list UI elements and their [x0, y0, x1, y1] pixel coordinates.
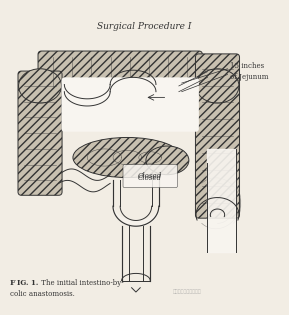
Text: F: F — [10, 279, 16, 287]
FancyBboxPatch shape — [195, 54, 240, 218]
Text: Closed: Closed — [138, 174, 162, 181]
FancyBboxPatch shape — [123, 165, 177, 187]
Ellipse shape — [73, 137, 182, 178]
FancyBboxPatch shape — [18, 71, 62, 195]
Text: colic anastomosis.: colic anastomosis. — [10, 290, 75, 298]
Text: Surgical Procedure I: Surgical Procedure I — [97, 21, 192, 31]
Text: The initial intestino-by-: The initial intestino-by- — [39, 279, 123, 287]
FancyBboxPatch shape — [38, 51, 202, 92]
Text: IG. 1.: IG. 1. — [17, 279, 38, 287]
Ellipse shape — [18, 69, 62, 103]
Text: 15 inches
of Jejunum: 15 inches of Jejunum — [230, 62, 269, 81]
Ellipse shape — [146, 146, 189, 175]
Ellipse shape — [196, 69, 239, 103]
Text: 考自带你了解代谢外科: 考自带你了解代谢外科 — [173, 289, 202, 294]
Text: Closed: Closed — [138, 172, 162, 180]
FancyBboxPatch shape — [62, 77, 199, 132]
